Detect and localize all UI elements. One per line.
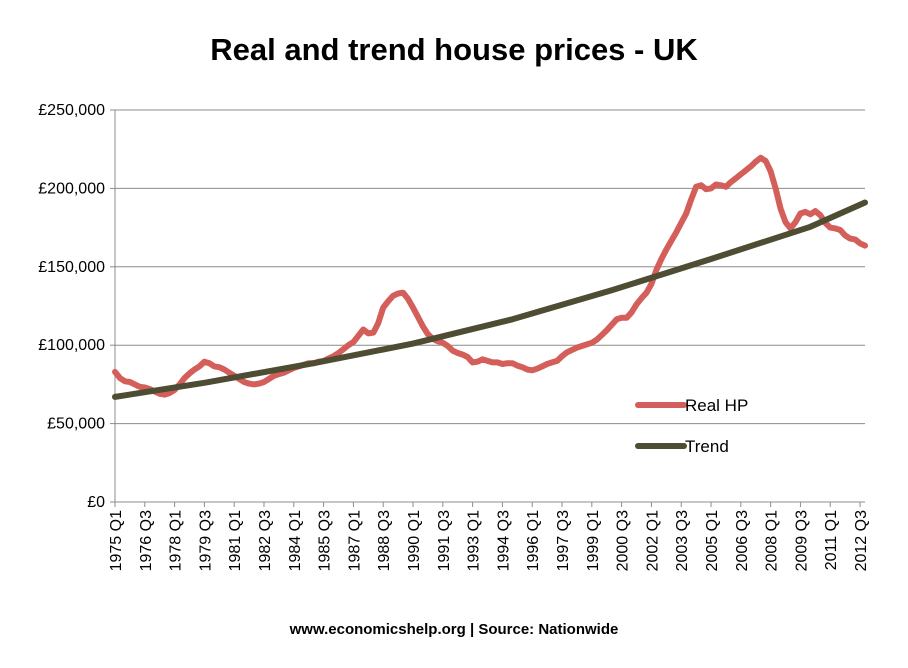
x-tick-label: 2006 Q3: [734, 510, 751, 571]
x-tick-label: 1994 Q3: [495, 510, 512, 571]
x-tick-label: 2011 Q1: [823, 510, 840, 570]
legend: Real HP Trend: [635, 396, 748, 456]
x-tick-label: 2000 Q3: [615, 510, 632, 571]
x-tick-label: 1987 Q1: [346, 510, 363, 571]
x-tick-label: 1999 Q1: [585, 510, 602, 571]
x-tick-label: 1985 Q3: [317, 510, 334, 571]
x-tick-label: 1978 Q1: [168, 510, 185, 571]
x-tick-label: 2009 Q3: [793, 510, 810, 571]
x-tick-label: 1988 Q3: [376, 510, 393, 571]
x-axis-tick-labels: 1975 Q1 1976 Q3 1978 Q1 1979 Q3 1981 Q1 1982 …: [108, 510, 870, 571]
x-tick-label: 2005 Q1: [704, 510, 721, 571]
x-tick-label: 1975 Q1: [108, 510, 125, 571]
data-series: [112, 154, 868, 400]
x-tick-label: 2003 Q3: [674, 510, 691, 571]
x-tick-label: 1993 Q1: [466, 510, 483, 571]
y-tick-label: £200,000: [38, 180, 105, 197]
x-tick-label: 1984 Q1: [287, 510, 304, 571]
source-footer: www.economicshelp.org | Source: Nationwi…: [289, 621, 619, 638]
x-tick-label: 1997 Q3: [555, 510, 572, 571]
y-tick-label: £0: [87, 494, 105, 511]
gridlines: [115, 109, 865, 425]
series-line-trend: [112, 199, 868, 400]
legend-label: Trend: [685, 437, 729, 456]
chart-title: Real and trend house prices - UK: [210, 32, 698, 67]
x-tick-label: 1979 Q3: [197, 510, 214, 571]
y-tick-label: £100,000: [38, 337, 105, 354]
y-tick-label: £250,000: [38, 102, 105, 119]
x-tick-label: 1982 Q3: [257, 510, 274, 571]
series-line-real-hp: [112, 154, 868, 398]
x-tick-label: 2008 Q1: [764, 510, 781, 571]
x-tick-label: 2002 Q1: [644, 510, 661, 571]
x-tick-label: 1991 Q3: [436, 510, 453, 571]
x-tick-label: 1996 Q1: [525, 510, 542, 571]
x-tick-label: 1981 Q1: [227, 510, 244, 571]
y-axis-tick-labels: £0 £50,000 £100,000 £150,000 £200,000 £250,00…: [38, 102, 105, 511]
x-tick-label: 1990 Q1: [406, 510, 423, 571]
axes: [110, 109, 865, 507]
x-tick-label: 1976 Q3: [138, 510, 155, 571]
legend-label: Real HP: [685, 396, 748, 415]
y-tick-label: £150,000: [38, 259, 105, 276]
x-tick-label: 2012 Q3: [853, 510, 870, 571]
y-tick-label: £50,000: [47, 416, 105, 433]
